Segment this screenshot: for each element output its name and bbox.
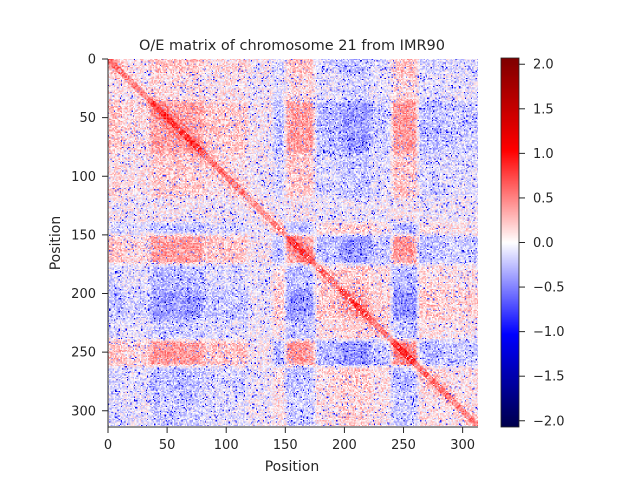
- y-tick-label: 200: [71, 287, 96, 302]
- y-tick-label: 300: [71, 404, 96, 419]
- x-tick-label: 200: [332, 438, 357, 453]
- x-tick-label: 100: [214, 438, 239, 453]
- heatmap: [108, 59, 478, 426]
- y-tick-label: 150: [71, 228, 96, 243]
- y-axis-ticks: 0 50 100 150 200 250 300: [71, 53, 108, 419]
- colorbar-ticks: −2.0 −1.5 −1.0 −0.5 0.0 0.5 1.0 1.5 2.0: [519, 58, 565, 429]
- y-tick-label: 250: [71, 346, 96, 361]
- x-tick-label: 50: [159, 438, 176, 453]
- x-tick-label: 150: [273, 438, 298, 453]
- colorbar-gradient: [501, 58, 519, 427]
- colorbar-tick-label: −1.0: [533, 325, 565, 340]
- colorbar-tick-label: 1.0: [533, 147, 554, 162]
- y-tick-label: 0: [88, 53, 96, 68]
- x-axis-label: Position: [265, 459, 320, 475]
- colorbar-tick-label: 2.0: [533, 58, 554, 73]
- heatmap-cells: [108, 59, 478, 426]
- y-tick-label: 100: [71, 170, 96, 185]
- y-axis-label: Position: [48, 216, 64, 271]
- x-tick-label: 250: [391, 438, 416, 453]
- colorbar-tick-label: −1.5: [533, 370, 565, 385]
- colorbar-tick-label: 0.5: [533, 191, 554, 206]
- chart-title: O/E matrix of chromosome 21 from IMR90: [139, 38, 445, 54]
- x-axis-ticks: 0 50 100 150 200 250 300: [104, 427, 475, 453]
- colorbar-tick-label: 0.0: [533, 236, 554, 251]
- x-tick-label: 0: [104, 438, 112, 453]
- colorbar-tick-label: −0.5: [533, 281, 565, 296]
- colorbar-tick-label: 1.5: [533, 102, 554, 117]
- colorbar: −2.0 −1.5 −1.0 −0.5 0.0 0.5 1.0 1.5 2.0: [500, 57, 565, 429]
- y-tick-label: 50: [79, 111, 96, 126]
- colorbar-tick-label: −2.0: [533, 414, 565, 429]
- x-tick-label: 300: [450, 438, 475, 453]
